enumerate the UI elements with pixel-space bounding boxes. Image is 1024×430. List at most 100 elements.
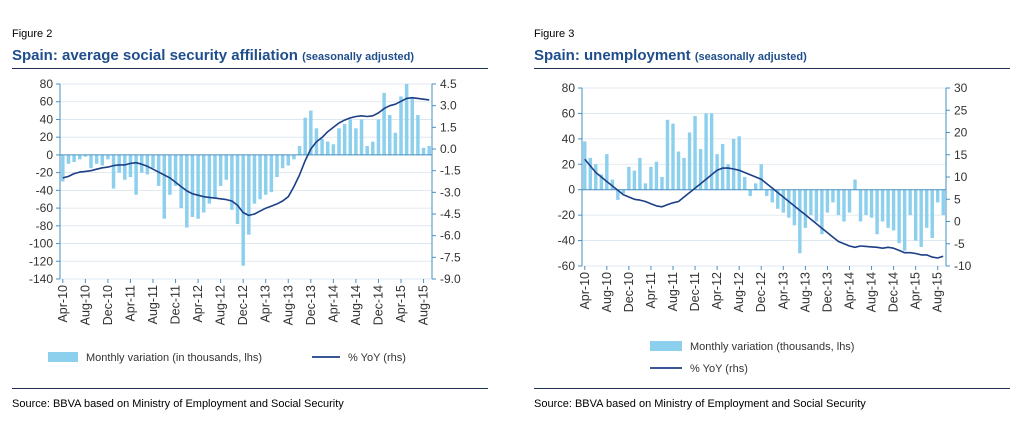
x-tick-label: Dec-11: [688, 272, 702, 311]
bar: [737, 136, 741, 190]
figure-2-source: Source: BBVA based on Ministry of Employ…: [12, 398, 344, 410]
bar: [875, 189, 879, 235]
bar: [847, 189, 852, 213]
bar: [365, 146, 369, 155]
y-left-tick-label: 60: [40, 95, 54, 109]
y-left-tick-label: 40: [40, 112, 54, 126]
y-right-tick-label: -3.0: [440, 185, 461, 199]
bar: [280, 154, 285, 169]
bar: [682, 157, 686, 190]
x-tick-label: Apr-11: [123, 285, 137, 322]
x-tick-label: Apr-11: [644, 272, 658, 309]
bar: [376, 119, 381, 155]
bar: [858, 189, 863, 222]
bar: [123, 154, 127, 180]
bar: [924, 189, 929, 228]
bar: [913, 189, 918, 241]
bar: [145, 154, 150, 175]
x-tick-label: Aug-15: [417, 285, 431, 325]
bar: [621, 189, 626, 194]
bar: [588, 157, 592, 190]
figure-3-title-main: Spain: unemployment: [534, 47, 691, 64]
y-left-tick-label: 20: [562, 157, 576, 171]
bar: [241, 154, 245, 266]
x-tick-label: Aug-11: [146, 285, 160, 324]
bar: [726, 164, 730, 190]
bar: [594, 164, 598, 190]
y-left-tick-label: -80: [36, 219, 54, 233]
bar: [77, 154, 82, 160]
x-tick-label: Aug-13: [798, 272, 812, 312]
bar: [814, 189, 819, 222]
bar: [665, 119, 670, 190]
bar: [427, 146, 431, 155]
bar: [371, 141, 375, 155]
x-tick-label: Aug-12: [732, 272, 746, 312]
y-left-tick-label: -140: [29, 272, 53, 286]
bar: [715, 154, 719, 190]
bar: [258, 154, 262, 200]
bar: [263, 154, 268, 195]
bar: [359, 119, 364, 155]
cropped-header-mask: [128, 0, 348, 9]
bar: [698, 149, 703, 190]
x-tick-label: Dec-10: [622, 272, 636, 312]
y-left-tick-label: -120: [29, 254, 53, 268]
figure-3-title: Spain: unemployment (seasonally adjusted…: [534, 47, 807, 64]
bar: [842, 189, 846, 222]
x-tick-label: Aug-13: [281, 285, 295, 325]
bar: [908, 189, 912, 216]
bar: [252, 154, 257, 204]
x-tick-label: Apr-12: [191, 285, 205, 323]
bar: [820, 189, 824, 235]
bar: [309, 110, 313, 155]
x-tick-label: Aug-14: [349, 285, 363, 325]
bar: [224, 154, 229, 180]
bar: [89, 154, 93, 169]
bar: [693, 115, 697, 190]
bar: [421, 147, 426, 155]
x-tick-label: Aug-15: [931, 272, 945, 312]
bar: [230, 154, 234, 210]
x-tick-label: Apr-15: [909, 272, 923, 310]
bar: [880, 189, 885, 222]
y-left-tick-label: -40: [36, 183, 54, 197]
bar: [106, 154, 110, 160]
legend-bar-label: Monthly variation (thousands, lhs): [690, 341, 854, 353]
bar: [162, 154, 167, 219]
line-series-yoy: [584, 158, 944, 259]
y-right-tick-label: 20: [954, 126, 968, 140]
bar: [342, 123, 347, 155]
bar: [869, 189, 874, 218]
figure-2-top-rule: [12, 68, 488, 69]
x-tick-label: Aug-11: [666, 272, 680, 311]
bar: [292, 154, 296, 160]
figure-2-title-note: (seasonally adjusted): [302, 51, 414, 63]
legend-bar-swatch: [48, 352, 78, 362]
figure-3-title-note: (seasonally adjusted): [694, 51, 807, 63]
bar: [207, 154, 212, 204]
x-tick-label: Dec-11: [169, 285, 183, 324]
bar: [286, 154, 291, 166]
bar: [787, 189, 791, 218]
figure-2-bottom-rule: [12, 388, 488, 389]
x-tick-label: Dec-13: [820, 272, 834, 312]
bar: [864, 189, 868, 216]
x-tick-label: Apr-13: [776, 272, 790, 310]
y-left-tick-label: -20: [36, 166, 54, 180]
bar: [66, 154, 71, 164]
bar: [671, 123, 675, 190]
y-right-tick-label: -7.5: [440, 250, 461, 264]
x-tick-label: Aug-12: [214, 285, 228, 325]
bar: [196, 154, 200, 219]
y-right-tick-label: 10: [954, 170, 968, 184]
bar: [297, 146, 302, 155]
bar: [325, 141, 330, 155]
bar: [94, 154, 99, 164]
y-right-tick-label: -5: [954, 237, 965, 251]
bar: [902, 189, 907, 251]
bar: [320, 138, 324, 155]
figure-3-label: Figure 3: [534, 28, 575, 40]
bar: [247, 154, 251, 235]
line-series-yoy: [62, 96, 430, 217]
